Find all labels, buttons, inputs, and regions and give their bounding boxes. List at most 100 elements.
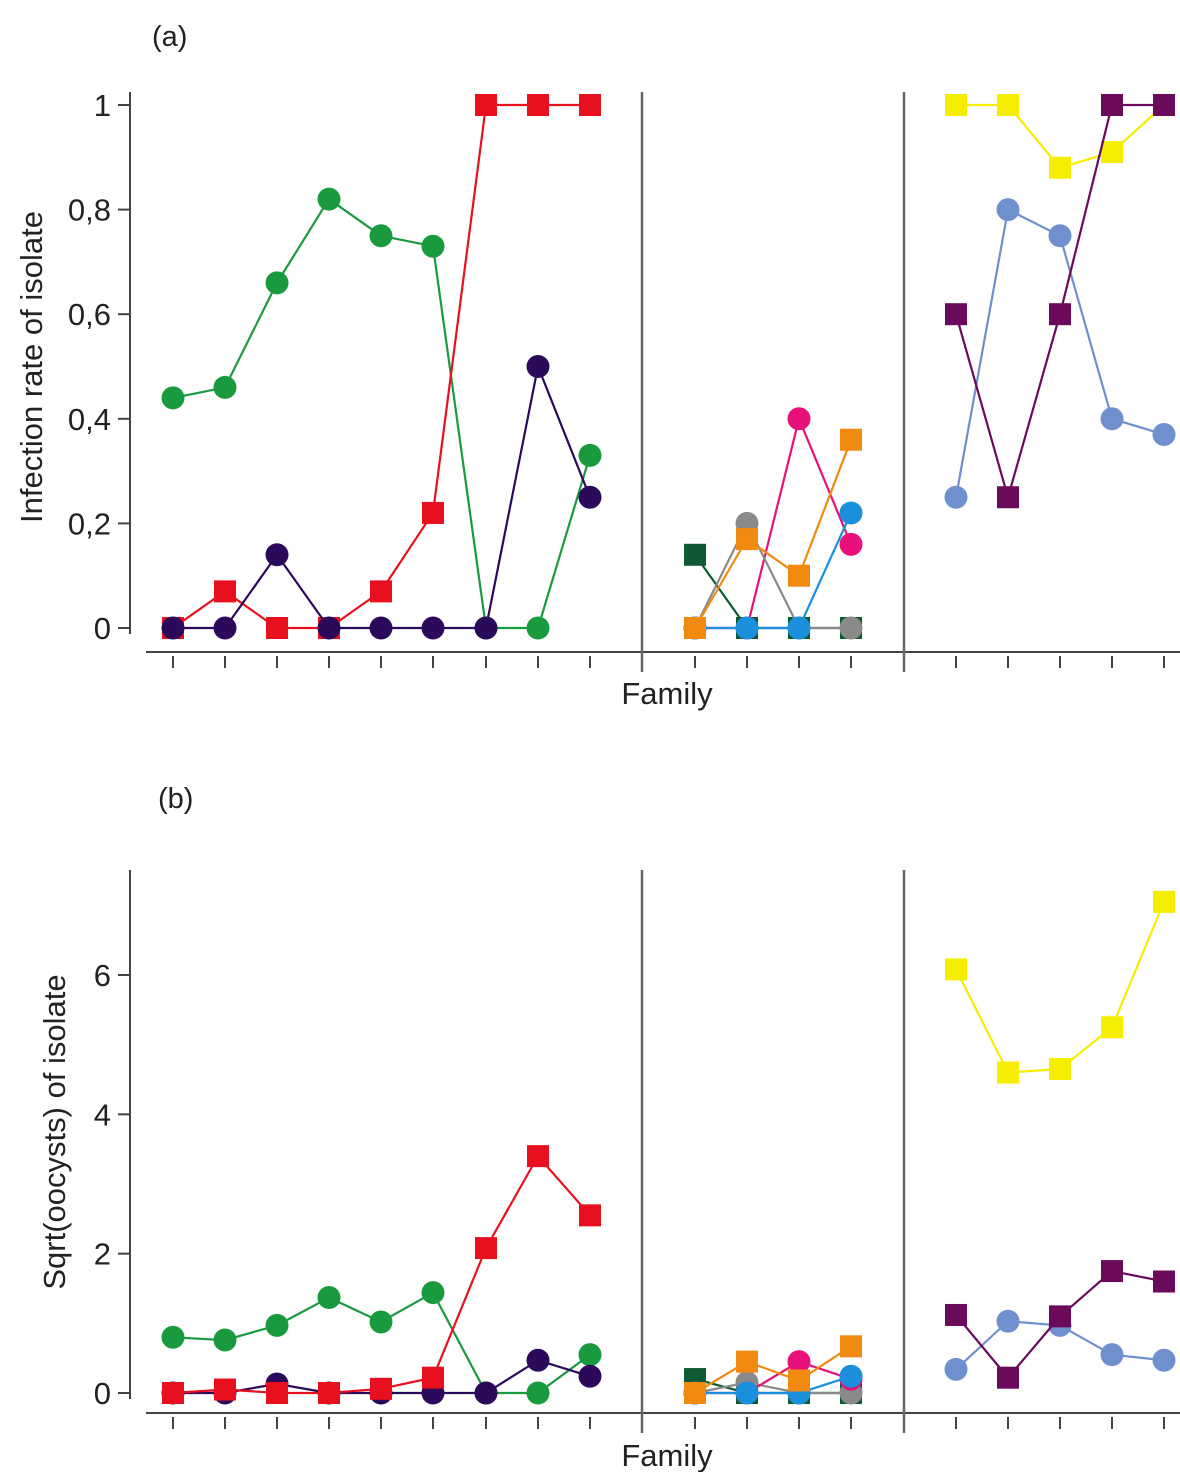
circle-marker xyxy=(944,1357,968,1381)
circle-marker xyxy=(578,1343,602,1367)
panel-a-group-1-series-1 xyxy=(161,187,602,640)
series-line xyxy=(172,197,592,630)
panel-a-y-tick-label: 0 xyxy=(94,611,111,646)
circle-marker xyxy=(1048,224,1072,248)
square-marker xyxy=(422,1366,444,1389)
square-marker xyxy=(370,580,392,603)
square-marker xyxy=(1153,1270,1175,1293)
square-marker xyxy=(1153,890,1175,913)
circle-marker xyxy=(996,1309,1020,1333)
square-marker xyxy=(527,94,549,116)
panel-a-x-axis-title: Family xyxy=(621,676,713,711)
panel-b-y-tick-label: 0 xyxy=(94,1376,111,1411)
square-marker xyxy=(945,958,967,981)
series-line xyxy=(694,520,851,630)
square-marker xyxy=(318,1382,340,1404)
square-marker xyxy=(1101,1260,1123,1283)
square-marker xyxy=(1049,156,1071,179)
square-marker xyxy=(527,1145,549,1168)
square-marker xyxy=(475,1237,497,1260)
panel-a-y-tick-label: 0,2 xyxy=(68,506,111,541)
square-marker xyxy=(997,1061,1019,1084)
square-marker xyxy=(1101,1016,1123,1039)
panel-a-y-tick-label: 0,8 xyxy=(68,193,111,228)
series-line xyxy=(695,1375,852,1395)
circle-marker xyxy=(265,271,289,295)
panel-a-y-tick-label: 0,4 xyxy=(68,402,111,437)
panel-a-group-2-series-2 xyxy=(683,407,863,640)
square-marker xyxy=(1049,303,1071,326)
panel-b-y-tick-label: 4 xyxy=(94,1097,111,1132)
circle-marker xyxy=(578,443,602,467)
circle-marker xyxy=(474,1381,498,1405)
square-marker xyxy=(736,1350,758,1373)
square-marker xyxy=(266,1382,288,1404)
square-marker xyxy=(840,1335,862,1358)
circle-marker xyxy=(369,616,393,640)
circle-marker xyxy=(839,1364,863,1388)
panel-a-label: (a) xyxy=(152,21,187,53)
square-marker xyxy=(1049,1058,1071,1081)
panel-a-group-1-series-3 xyxy=(161,355,602,640)
panel-b-group-3-series-1 xyxy=(945,890,1175,1084)
square-marker xyxy=(997,94,1019,116)
panel-a-group-3-series-2 xyxy=(944,198,1176,509)
circle-marker xyxy=(944,485,968,509)
square-marker xyxy=(945,1303,967,1326)
square-marker xyxy=(1101,94,1123,116)
square-marker xyxy=(266,617,288,639)
circle-marker xyxy=(317,1286,341,1310)
square-marker xyxy=(945,303,967,326)
square-marker xyxy=(788,564,810,587)
circle-marker xyxy=(735,1381,759,1405)
series-line xyxy=(694,1345,852,1394)
series-line xyxy=(695,415,853,630)
circle-marker xyxy=(161,1325,185,1349)
circle-marker xyxy=(161,386,185,410)
circle-marker xyxy=(161,616,185,640)
circle-marker xyxy=(421,1281,445,1305)
square-marker xyxy=(997,486,1019,509)
panel-b-y-tick-label: 6 xyxy=(94,958,111,993)
square-marker xyxy=(422,501,444,524)
square-marker xyxy=(840,428,862,451)
square-marker xyxy=(684,617,706,639)
circle-marker xyxy=(369,224,393,248)
square-marker xyxy=(684,543,706,566)
circle-marker xyxy=(787,1350,811,1374)
circle-marker xyxy=(996,198,1020,222)
square-marker xyxy=(736,528,758,551)
series-line xyxy=(694,1378,851,1395)
square-marker xyxy=(1153,94,1175,116)
circle-marker xyxy=(317,616,341,640)
circle-marker xyxy=(265,1313,289,1337)
panel-a-y-tick-label: 0,6 xyxy=(68,297,111,332)
panel-b-group-2-series-3 xyxy=(683,1350,863,1405)
circle-marker xyxy=(213,375,237,399)
panel-b-group-2-series-5 xyxy=(684,1335,862,1404)
circle-marker xyxy=(317,187,341,211)
square-marker xyxy=(788,1369,810,1392)
panel-a-y-axis-title: Infection rate of isolate xyxy=(14,211,49,523)
circle-marker xyxy=(735,616,759,640)
panel-a-group-3-series-1 xyxy=(945,94,1175,179)
square-marker xyxy=(1049,1305,1071,1328)
circle-marker xyxy=(369,1310,393,1334)
series-line xyxy=(694,439,853,629)
circle-marker xyxy=(526,1348,550,1372)
series-line xyxy=(955,901,1166,1074)
square-marker xyxy=(370,1377,392,1400)
circle-marker xyxy=(1152,1348,1176,1372)
square-marker xyxy=(997,1366,1019,1389)
panel-a-group-2-series-5 xyxy=(684,428,862,639)
square-marker xyxy=(579,1204,601,1227)
circle-marker xyxy=(839,532,863,556)
circle-marker xyxy=(1100,1343,1124,1367)
circle-marker xyxy=(787,407,811,431)
circle-marker xyxy=(1152,422,1176,446)
circle-marker xyxy=(1100,407,1124,431)
circle-marker xyxy=(839,616,863,640)
panel-b-y-tick-label: 2 xyxy=(94,1237,111,1272)
square-marker xyxy=(214,580,236,603)
